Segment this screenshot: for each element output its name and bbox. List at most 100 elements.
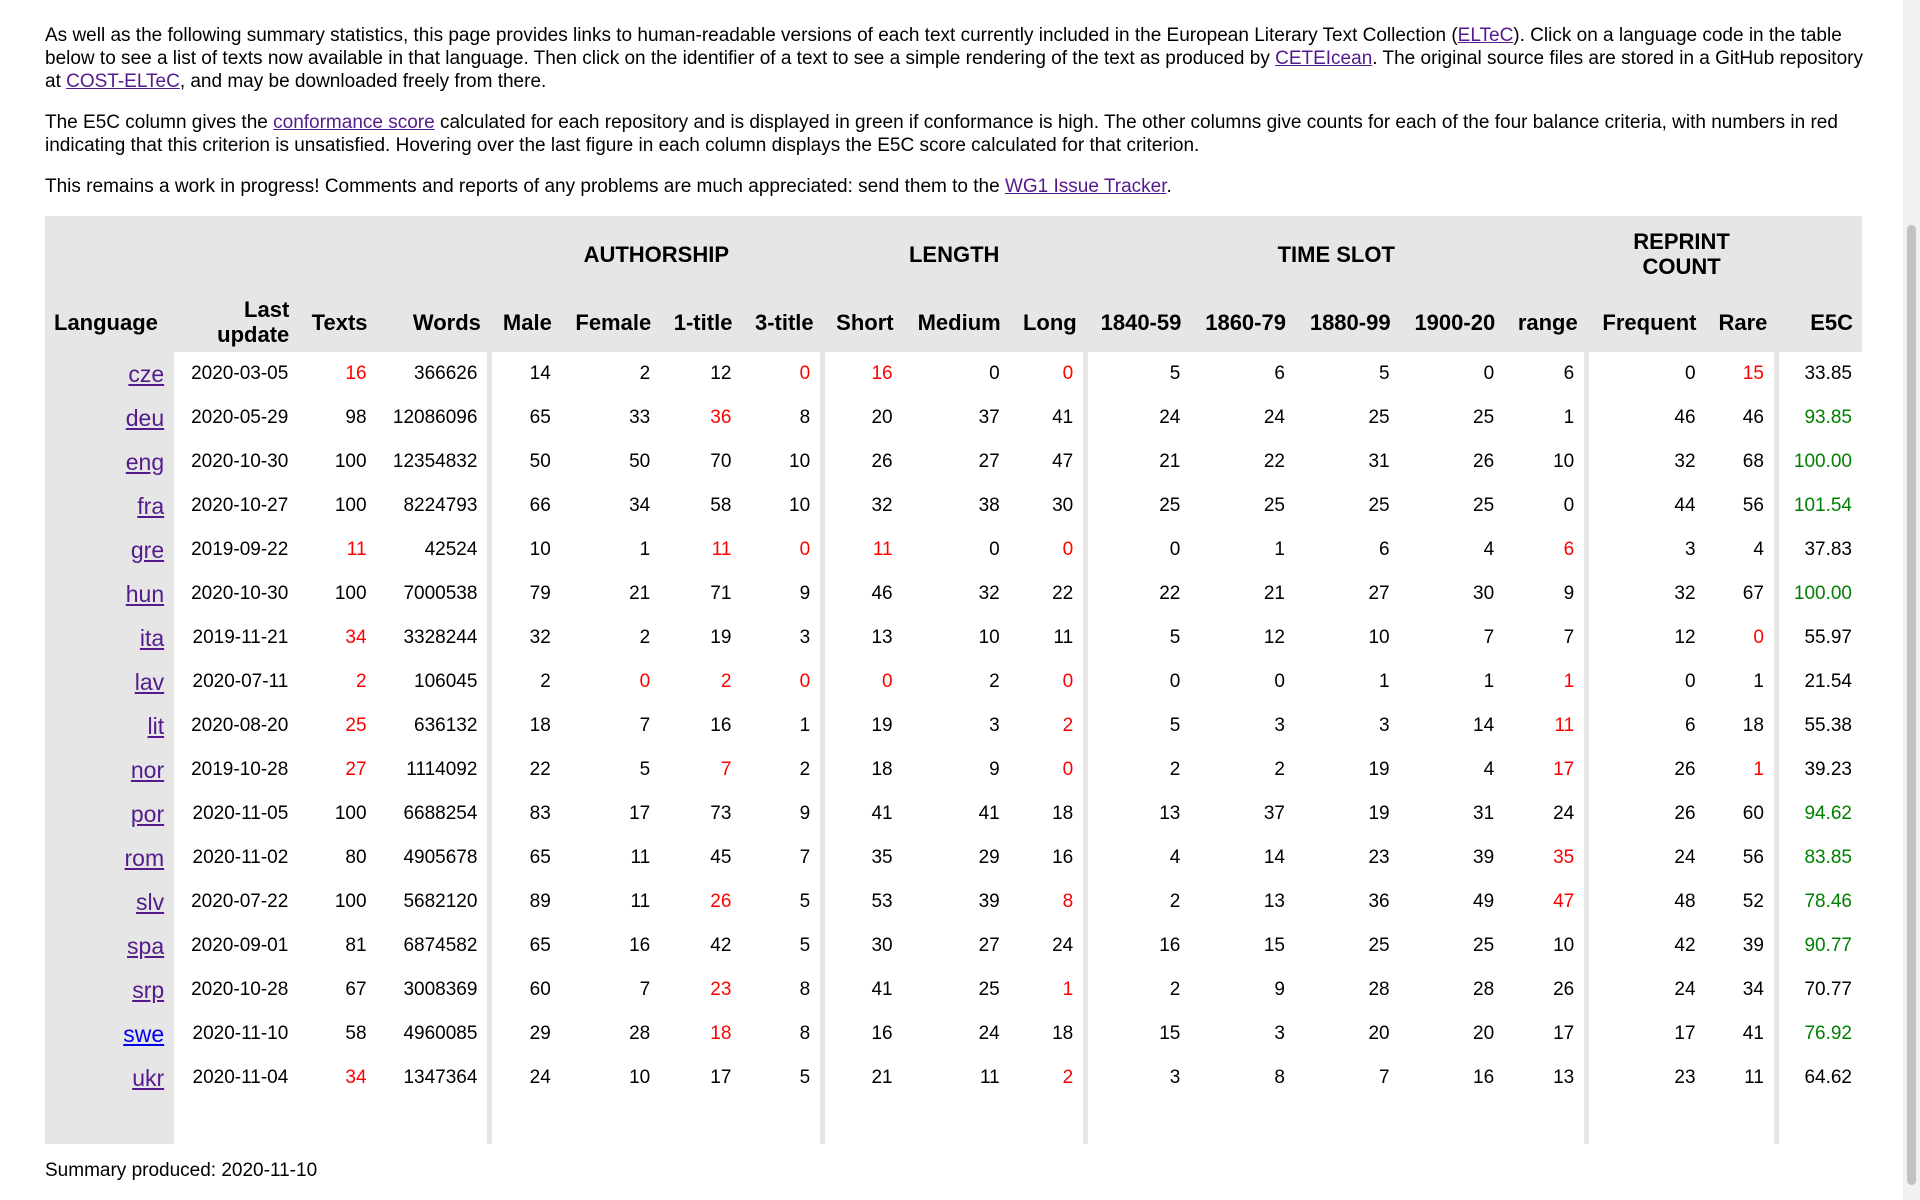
language-link-eng[interactable]: eng xyxy=(125,448,165,475)
cell-t3: 7 xyxy=(741,836,823,880)
cell-words: 1347364 xyxy=(376,1056,490,1100)
cell-long: 18 xyxy=(1009,792,1086,836)
cell-update: 2020-10-28 xyxy=(174,968,299,1012)
cost-eltec-link[interactable]: COST-ELTeC xyxy=(66,71,180,92)
cell-short: 19 xyxy=(820,704,903,748)
issue-tracker-link[interactable]: WG1 Issue Tracker xyxy=(1004,176,1167,197)
cell-long: 0 xyxy=(1009,660,1086,704)
table-row: lit 2020-08-20 25 636132 18 7 16 1 19 3 2 5 3 3 14 11 6 1… xyxy=(45,704,1862,748)
cell-long: 2 xyxy=(1009,1056,1086,1100)
cell-t3: 5 xyxy=(741,880,823,924)
table-row: rom 2020-11-02 80 4905678 65 11 45 7 35 29 16 4 14 23… xyxy=(45,836,1862,880)
language-link-swe[interactable]: swe xyxy=(123,1020,165,1047)
cell-range: 13 xyxy=(1504,1056,1587,1100)
language-link-spa[interactable]: spa xyxy=(127,932,165,959)
cell-medium: 0 xyxy=(902,352,1010,396)
cell-frequent: 32 xyxy=(1584,440,1706,484)
col-frequent: Frequent xyxy=(1602,309,1697,335)
cell-texts: 100 xyxy=(298,440,377,484)
col-long: Long xyxy=(1022,309,1077,335)
language-link-por[interactable]: por xyxy=(130,800,165,827)
column-header-row: Language Last update Texts Words Male Fem… xyxy=(45,292,1862,352)
cell-t3: 9 xyxy=(741,572,823,616)
language-link-slv[interactable]: slv xyxy=(136,888,165,915)
cell-male: 65 xyxy=(487,396,561,440)
cell-update: 2020-11-05 xyxy=(174,792,299,836)
language-link-lit[interactable]: lit xyxy=(147,712,165,739)
language-link-ita[interactable]: ita xyxy=(139,624,165,651)
group-length: LENGTH xyxy=(908,241,1000,267)
cell-rare: 68 xyxy=(1705,440,1777,484)
cell-male: 65 xyxy=(487,836,561,880)
language-link-nor[interactable]: nor xyxy=(130,756,165,783)
cell-t1: 11 xyxy=(660,528,742,572)
col-male: Male xyxy=(502,309,552,335)
language-cell: eng xyxy=(45,440,175,484)
cell-update: 2020-07-22 xyxy=(174,880,299,924)
cell-p1900: 49 xyxy=(1399,880,1505,924)
cell-t1: 26 xyxy=(660,880,742,924)
vertical-scrollbar[interactable] xyxy=(1903,0,1920,1200)
cell-long: 1 xyxy=(1009,968,1086,1012)
cell-p1900: 26 xyxy=(1399,440,1505,484)
cell-rare: 67 xyxy=(1705,572,1777,616)
language-link-deu[interactable]: deu xyxy=(125,404,165,431)
cell-p1900: 25 xyxy=(1399,484,1505,528)
cell-texts: 25 xyxy=(298,704,377,748)
cell-rare: 41 xyxy=(1705,1012,1777,1056)
cell-words: 8224793 xyxy=(376,484,490,528)
cell-t3: 0 xyxy=(741,660,823,704)
cell-p1840: 21 xyxy=(1083,440,1191,484)
conformance-score-link[interactable]: conformance score xyxy=(273,112,435,133)
language-link-srp[interactable]: srp xyxy=(132,976,165,1003)
cell-e5c: 90.77 xyxy=(1773,924,1862,968)
cell-t1: 2 xyxy=(660,660,742,704)
cell-frequent: 12 xyxy=(1584,616,1706,660)
cell-p1860: 21 xyxy=(1190,572,1295,616)
language-link-fra[interactable]: fra xyxy=(137,492,165,519)
cell-t1: 71 xyxy=(660,572,742,616)
cell-update: 2020-08-20 xyxy=(174,704,299,748)
cell-long: 22 xyxy=(1009,572,1086,616)
language-link-ukr[interactable]: ukr xyxy=(132,1064,165,1091)
language-cell: lav xyxy=(45,660,175,704)
scrollbar-thumb[interactable] xyxy=(1907,225,1916,1185)
cell-words: 3328244 xyxy=(376,616,490,660)
ceteicean-link[interactable]: CETEIcean xyxy=(1275,48,1373,69)
cell-texts: 100 xyxy=(298,880,377,924)
cell-rare: 52 xyxy=(1705,880,1777,924)
cell-p1900: 30 xyxy=(1399,572,1505,616)
cell-texts: 98 xyxy=(298,396,377,440)
cell-p1880: 31 xyxy=(1294,440,1400,484)
cell-words: 1114092 xyxy=(376,748,490,792)
cell-range: 24 xyxy=(1504,792,1587,836)
cell-p1880: 25 xyxy=(1294,484,1400,528)
cell-range: 17 xyxy=(1504,748,1587,792)
page: As well as the following summary statist… xyxy=(45,0,1865,1182)
cell-rare: 11 xyxy=(1705,1056,1777,1100)
col-language: Language xyxy=(54,309,158,335)
cell-long: 0 xyxy=(1009,352,1086,396)
eltec-link[interactable]: ELTeC xyxy=(1457,25,1514,46)
cell-medium: 9 xyxy=(902,748,1010,792)
language-link-rom[interactable]: rom xyxy=(124,844,165,871)
cell-update: 2020-10-30 xyxy=(174,572,299,616)
cell-long: 2 xyxy=(1009,704,1086,748)
language-link-gre[interactable]: gre xyxy=(130,536,165,563)
cell-male: 83 xyxy=(487,792,561,836)
language-cell: rom xyxy=(45,836,175,880)
language-link-cze[interactable]: cze xyxy=(128,360,165,387)
cell-e5c: 94.62 xyxy=(1773,792,1862,836)
cell-p1880: 28 xyxy=(1294,968,1400,1012)
language-link-lav[interactable]: lav xyxy=(134,668,165,695)
cell-words: 5682120 xyxy=(376,880,490,924)
cell-t1: 19 xyxy=(660,616,742,660)
cell-t3: 5 xyxy=(741,1056,823,1100)
cell-p1840: 2 xyxy=(1083,748,1191,792)
col-range: range xyxy=(1517,309,1578,335)
cell-female: 2 xyxy=(560,352,661,396)
cell-update: 2020-05-29 xyxy=(174,396,299,440)
language-link-hun[interactable]: hun xyxy=(125,580,165,607)
cell-range: 10 xyxy=(1504,440,1587,484)
cell-t1: 23 xyxy=(660,968,742,1012)
